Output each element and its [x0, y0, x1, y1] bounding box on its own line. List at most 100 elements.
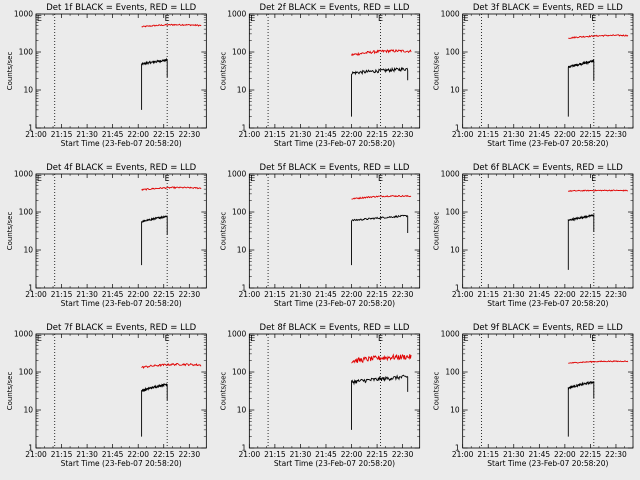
x-tick-label: 21:45 [315, 290, 337, 299]
events-series-line [141, 383, 168, 437]
lld-series-line [568, 189, 629, 192]
y-axis-label: Counts/sec [219, 372, 227, 411]
y-axis-label: Counts/sec [6, 372, 14, 411]
x-axis-label: Start Time (23-Feb-07 20:58:20) [274, 459, 395, 468]
event-marker-label: E [591, 174, 596, 183]
y-tick-label: 10 [23, 86, 33, 95]
y-tick-label: 1000 [14, 330, 33, 339]
lld-series-line [351, 49, 412, 57]
events-series-line [567, 58, 595, 117]
event-marker-label: E [250, 334, 255, 343]
x-tick-label: 21:00 [452, 130, 474, 139]
x-tick-label: 21:45 [529, 290, 551, 299]
y-tick-label: 10 [450, 86, 460, 95]
x-tick-label: 21:00 [25, 290, 47, 299]
x-tick-label: 21:45 [529, 450, 551, 459]
event-marker-label: E [250, 14, 255, 23]
x-tick-label: 22:15 [153, 450, 175, 459]
x-tick-label: 22:30 [392, 290, 414, 299]
x-tick-label: 21:15 [51, 130, 73, 139]
y-tick-label: 1 [242, 444, 247, 453]
chart-panel-7: Det 7f BLACK = Events, RED = LLD 21:00 21:… [6, 323, 207, 468]
x-axis-label: Start Time (23-Feb-07 20:58:20) [487, 139, 608, 148]
y-tick-label: 10 [237, 246, 247, 255]
x-tick-label: 22:30 [605, 130, 627, 139]
y-tick-label: 100 [232, 368, 247, 377]
event-marker-label: E [464, 174, 469, 183]
x-axis-label: Start Time (23-Feb-07 20:58:20) [274, 139, 395, 148]
events-series-line [351, 214, 409, 266]
y-tick-label: 100 [445, 48, 460, 57]
x-axis-label: Start Time (23-Feb-07 20:58:20) [61, 299, 182, 308]
event-marker-label: E [165, 334, 170, 343]
x-tick-label: 21:30 [290, 450, 312, 459]
y-tick-label: 10 [23, 406, 33, 415]
events-series-line [141, 214, 168, 266]
y-axis-label: Counts/sec [433, 212, 441, 251]
event-marker-label: E [250, 174, 255, 183]
event-marker-label: E [165, 174, 170, 183]
x-tick-label: 21:00 [452, 450, 474, 459]
x-axis-label: Start Time (23-Feb-07 20:58:20) [487, 459, 608, 468]
events-series-line [351, 66, 409, 117]
y-tick-label: 1 [455, 284, 460, 293]
lld-series-line [141, 23, 202, 28]
lld-series-line [568, 360, 629, 364]
chart-title: Det 7f BLACK = Events, RED = LLD [46, 323, 196, 333]
y-tick-label: 1000 [227, 330, 246, 339]
lld-series-line [351, 353, 412, 364]
chart-panel-5: Det 5f BLACK = Events, RED = LLD 21:00 21:… [219, 163, 421, 308]
y-tick-label: 1000 [227, 10, 246, 19]
x-tick-label: 22:15 [366, 290, 388, 299]
y-tick-label: 1 [28, 284, 33, 293]
y-tick-label: 100 [445, 208, 460, 217]
chart-title: Det 2f BLACK = Events, RED = LLD [260, 3, 410, 13]
y-tick-label: 1000 [14, 10, 33, 19]
y-tick-label: 10 [237, 406, 247, 415]
chart-title: Det 5f BLACK = Events, RED = LLD [260, 163, 410, 173]
x-tick-label: 22:15 [366, 130, 388, 139]
x-tick-label: 21:00 [239, 290, 261, 299]
x-tick-label: 21:00 [239, 450, 261, 459]
x-tick-label: 22:30 [605, 290, 627, 299]
chart-title: Det 4f BLACK = Events, RED = LLD [46, 163, 196, 173]
y-tick-label: 1 [242, 124, 247, 133]
y-axis-label: Counts/sec [6, 212, 14, 251]
y-axis-label: Counts/sec [6, 52, 14, 91]
chart-title: Det 1f BLACK = Events, RED = LLD [46, 3, 196, 13]
y-tick-label: 1000 [441, 330, 460, 339]
x-tick-label: 21:30 [503, 290, 525, 299]
x-tick-label: 22:30 [392, 450, 414, 459]
lld-series-line [141, 362, 202, 370]
x-axis-label: Start Time (23-Feb-07 20:58:20) [61, 459, 182, 468]
x-tick-label: 21:30 [76, 290, 98, 299]
events-series-line [567, 213, 595, 270]
lld-series-line [351, 194, 412, 200]
x-tick-label: 22:30 [178, 290, 200, 299]
x-tick-label: 22:15 [580, 290, 602, 299]
events-series-line [567, 381, 595, 437]
x-tick-label: 21:30 [503, 450, 525, 459]
chart-panel-4: Det 4f BLACK = Events, RED = LLD 21:00 21:… [6, 163, 207, 308]
events-series-line [351, 374, 409, 430]
x-tick-label: 22:30 [605, 450, 627, 459]
x-axis-label: Start Time (23-Feb-07 20:58:20) [61, 139, 182, 148]
event-marker-label: E [591, 14, 596, 23]
x-tick-label: 22:00 [554, 130, 576, 139]
event-marker-label: E [591, 334, 596, 343]
y-axis-label: Counts/sec [219, 52, 227, 91]
x-tick-label: 22:30 [178, 450, 200, 459]
x-tick-label: 21:45 [529, 130, 551, 139]
x-tick-label: 21:00 [239, 130, 261, 139]
x-tick-label: 21:45 [315, 130, 337, 139]
x-tick-label: 21:15 [264, 130, 286, 139]
x-tick-label: 21:15 [51, 450, 73, 459]
y-tick-label: 1 [242, 284, 247, 293]
x-tick-label: 22:00 [554, 290, 576, 299]
